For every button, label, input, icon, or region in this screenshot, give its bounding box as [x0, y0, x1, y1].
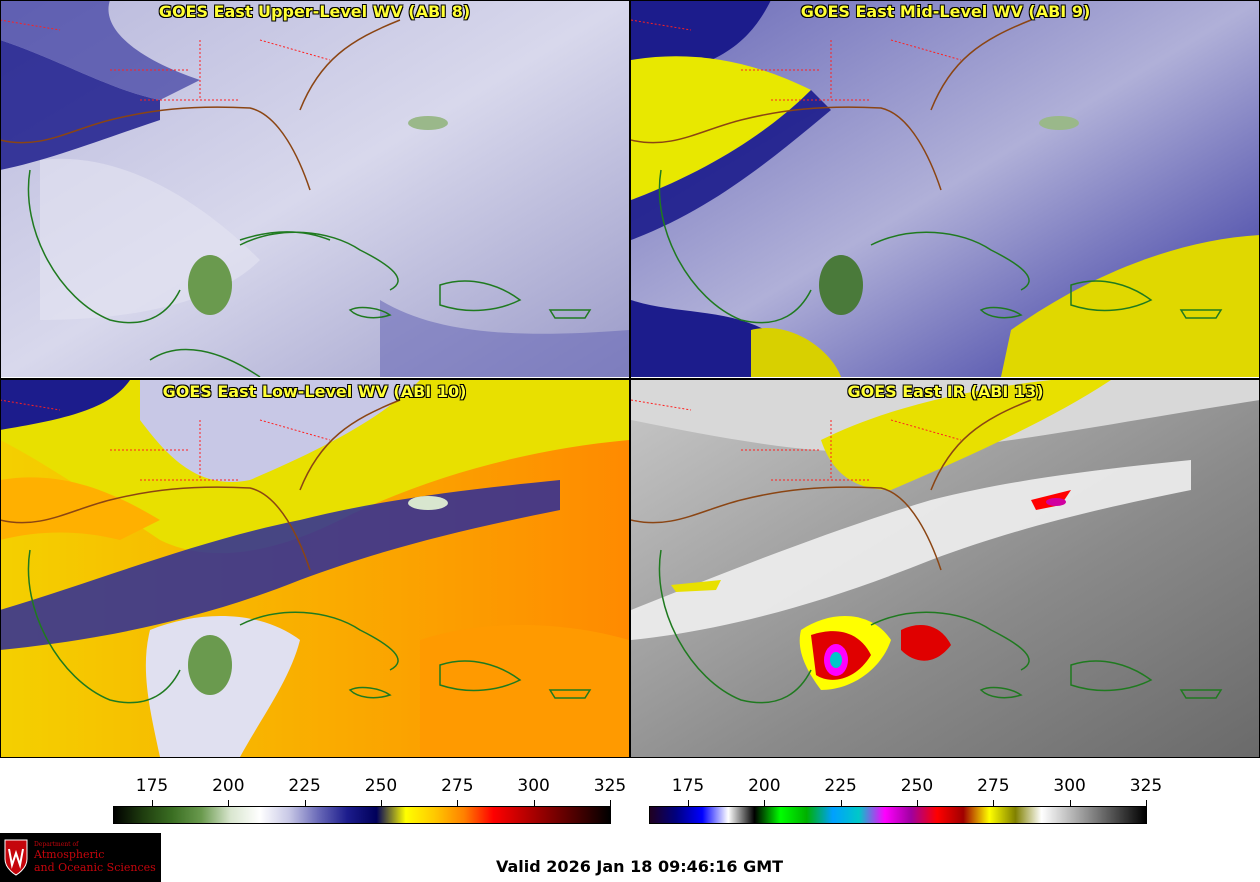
panel-ir: GOES East IR (ABI 13): [631, 380, 1260, 757]
ir-tick-label: 275: [977, 776, 1010, 796]
wv-tick-mark: [610, 800, 611, 806]
wv-tick-mark: [152, 800, 153, 806]
ir-tick-mark: [993, 800, 995, 806]
ir-tick-label: 250: [900, 776, 934, 796]
wv-tick-mark: [381, 800, 382, 806]
ir-tick-mark: [917, 800, 918, 806]
ir-tick-mark: [1069, 800, 1071, 806]
ir-colorbar-gradient: [649, 806, 1147, 824]
low-level-wv-map: [0, 380, 629, 757]
panel-upper-level-wv: GOES East Upper-Level WV (ABI 8): [0, 0, 629, 377]
wv-colorbar-gradient: [113, 806, 611, 824]
ir-tick-label: 200: [748, 776, 781, 796]
ir-map: [631, 380, 1260, 757]
wv-tick-mark: [304, 800, 306, 806]
wv-tick-label: 300: [517, 776, 550, 796]
ir-tick-label: 175: [671, 776, 705, 796]
ir-tick-label: 300: [1053, 776, 1086, 796]
panel-title: GOES East Upper-Level WV (ABI 8): [158, 2, 471, 21]
wv-colorbar: 175 200 225 250 275 300 325: [113, 760, 626, 830]
wv-tick-label: 225: [288, 776, 321, 796]
panel-divider-horizontal: [0, 378, 1260, 380]
logo-line2: and Oceanic Sciences: [34, 861, 156, 874]
panel-title: GOES East Low-Level WV (ABI 10): [162, 382, 467, 401]
ir-tick-mark: [840, 800, 842, 806]
wv-tick-label: 275: [441, 776, 474, 796]
wv-tick-label: 200: [212, 776, 245, 796]
valid-time: Valid 2026 Jan 18 09:46:16 GMT: [496, 857, 784, 876]
logo-line1: Atmospheric: [34, 848, 105, 861]
panel-title: GOES East Mid-Level WV (ABI 9): [800, 2, 1091, 21]
wv-tick-label: 325: [593, 776, 627, 796]
panel-mid-level-wv: GOES East Mid-Level WV (ABI 9): [631, 0, 1260, 377]
ir-colorbar: 175 200 225 250 275 300 325: [649, 760, 1162, 830]
ir-tick-label: 325: [1129, 776, 1163, 796]
ir-tick-mark: [688, 800, 689, 806]
wv-tick-mark: [533, 800, 535, 806]
wv-tick-mark: [457, 800, 459, 806]
logo-department: Department of: [34, 841, 79, 848]
ir-tick-mark: [1146, 800, 1147, 806]
ir-tick-mark: [764, 800, 766, 806]
wv-tick-label: 175: [135, 776, 169, 796]
wv-tick-label: 250: [364, 776, 398, 796]
upper-level-wv-map: [0, 0, 629, 377]
wv-tick-mark: [228, 800, 230, 806]
mid-level-wv-map: [631, 0, 1260, 377]
ir-tick-label: 225: [824, 776, 857, 796]
panel-low-level-wv: GOES East Low-Level WV (ABI 10): [0, 380, 629, 757]
aos-logo: Department of Atmospheric and Oceanic Sc…: [0, 833, 161, 882]
panel-title: GOES East IR (ABI 13): [847, 382, 1044, 401]
uw-crest-icon: [4, 839, 28, 876]
